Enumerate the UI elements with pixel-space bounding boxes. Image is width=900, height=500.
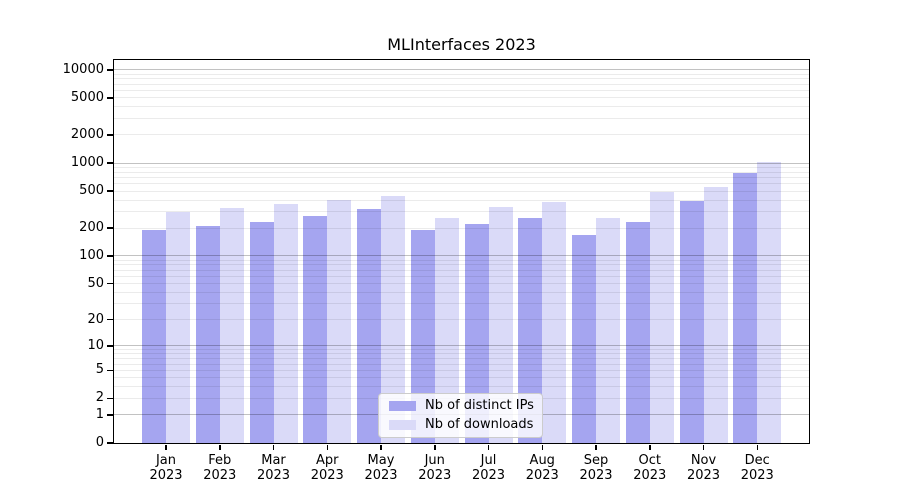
x-tick-label: Nov 2023 xyxy=(686,453,721,483)
legend-item-downloads: Nb of downloads xyxy=(389,417,542,433)
y-tick-label: 200 xyxy=(79,220,104,236)
y-tick xyxy=(106,97,113,99)
y-tick-label: 1 xyxy=(95,406,104,422)
y-tick-label: 2000 xyxy=(70,126,104,142)
y-tick-label: 1000 xyxy=(70,155,104,171)
x-tick xyxy=(165,444,167,450)
y-tick xyxy=(106,397,113,400)
y-tick xyxy=(106,162,113,164)
bar-ips-sep xyxy=(572,234,596,443)
x-tick-label: Jan 2023 xyxy=(149,453,183,483)
x-tick xyxy=(541,444,543,450)
x-tick xyxy=(326,444,328,450)
legend: Nb of distinct IPs Nb of downloads xyxy=(378,393,543,438)
bar-ips-may xyxy=(357,208,381,443)
x-tick-label: Aug 2023 xyxy=(525,453,559,483)
y-tick xyxy=(106,190,113,192)
bar-downloads-feb xyxy=(219,207,244,443)
bar-ips-jan xyxy=(142,230,166,443)
x-tick xyxy=(702,444,705,450)
x-tick xyxy=(380,444,382,450)
y-tick xyxy=(106,227,113,229)
y-tick-label: 0 xyxy=(95,435,104,450)
x-tick xyxy=(649,444,651,450)
bar-downloads-aug xyxy=(542,201,567,443)
legend-swatch-distinct-ips xyxy=(389,401,416,411)
y-tick-label: 5000 xyxy=(70,89,104,105)
y-tick xyxy=(106,442,113,444)
plot-area: 0 1 2 5 10 20 50 100 200 500 1000 2000 5000 10000 Jan 2… xyxy=(63,59,810,482)
y-tick xyxy=(106,282,113,285)
x-tick xyxy=(487,444,490,450)
bar-downloads-apr xyxy=(327,200,352,443)
y-tick-label: 100 xyxy=(79,247,104,263)
y-tick-label: 10 xyxy=(87,337,104,353)
x-tick xyxy=(272,444,275,450)
x-tick-label: Sep 2023 xyxy=(579,453,613,483)
x-tick-label: Oct 2023 xyxy=(633,453,667,483)
x-tick-label: Dec 2023 xyxy=(740,453,774,483)
bar-downloads-oct xyxy=(649,192,674,443)
bar-ips-feb xyxy=(195,226,220,443)
x-tick-label: May 2023 xyxy=(364,453,398,483)
legend-label-distinct-ips: Nb of distinct IPs xyxy=(425,398,534,413)
y-tick xyxy=(106,134,113,136)
x-tick-label: Jun 2023 xyxy=(418,453,452,483)
y-tick-label: 10000 xyxy=(62,61,104,77)
bar-ips-dec xyxy=(733,172,758,443)
x-tick xyxy=(219,444,221,450)
x-tick-label: Jul 2023 xyxy=(471,453,506,483)
bar-downloads-dec xyxy=(757,162,782,443)
x-tick-label: Feb 2023 xyxy=(203,453,237,483)
bar-downloads-mar xyxy=(273,203,298,443)
bar-downloads-jan xyxy=(166,211,190,443)
y-tick-label: 2 xyxy=(95,390,104,406)
x-tick xyxy=(756,444,758,450)
chart-title: MLInterfaces 2023 xyxy=(387,35,536,54)
y-tick-label: 5 xyxy=(95,362,104,378)
axis-layer: 0 1 2 5 10 20 50 100 200 500 1000 2000 5000 10000 Jan 2… xyxy=(63,60,809,482)
legend-swatch-downloads xyxy=(389,420,416,430)
y-tick-label: 50 xyxy=(87,275,104,291)
bar-ips-apr xyxy=(303,216,328,443)
x-tick-label: Apr 2023 xyxy=(310,453,344,483)
legend-label-downloads: Nb of downloads xyxy=(425,417,534,432)
y-tick xyxy=(106,345,113,347)
x-tick-label: Mar 2023 xyxy=(256,453,291,483)
y-tick xyxy=(106,318,113,321)
bar-ips-nov xyxy=(679,200,704,443)
y-tick-label: 20 xyxy=(87,311,104,327)
y-tick-label: 500 xyxy=(79,183,104,199)
x-tick xyxy=(595,444,597,450)
bar-ips-mar xyxy=(249,221,274,443)
bar-downloads-sep xyxy=(596,217,620,443)
bar-downloads-nov xyxy=(703,186,728,443)
y-tick xyxy=(106,255,113,257)
legend-item-distinct-ips: Nb of distinct IPs xyxy=(389,398,542,414)
y-tick xyxy=(106,414,113,416)
y-tick xyxy=(106,69,113,71)
y-tick xyxy=(106,369,113,372)
bar-ips-oct xyxy=(625,222,650,443)
x-tick xyxy=(434,444,436,450)
